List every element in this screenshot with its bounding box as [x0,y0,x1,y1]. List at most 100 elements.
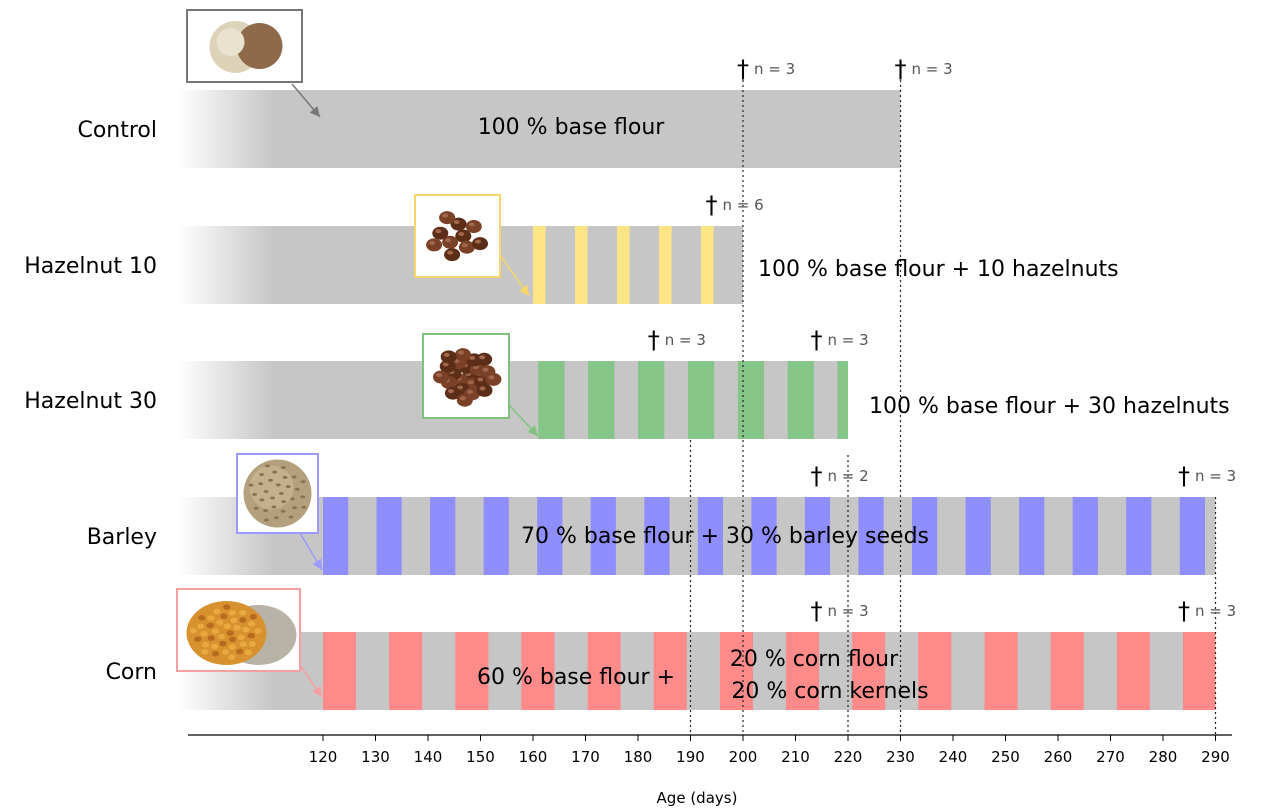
corn-kernel [207,635,215,641]
barley-grain [281,500,287,504]
row-hazelnut-30 [178,361,848,439]
corn-kernel [189,627,197,634]
hazelnut-shine [458,350,464,355]
barley-grain [280,509,286,513]
diet-stripe [701,226,714,304]
arrow-head [312,558,322,570]
barley-grain [273,516,279,520]
bar-fade [178,361,273,439]
x-tick-label: 250 [991,748,1020,766]
corn-kernel [197,623,205,630]
barley-grain [263,490,269,493]
row-label: Barley [87,525,157,550]
barley-grain [248,483,254,487]
barley-grain [258,482,264,486]
corn-kernel [213,608,221,615]
death-marker: † n = 3 [1178,462,1236,490]
x-tick-label: 210 [781,748,810,766]
dagger-icon: † [811,597,823,625]
hazelnut-shine [469,355,476,360]
diet-stripe [644,497,670,575]
row-label: Hazelnut 10 [24,254,157,279]
row-barley [178,497,1216,575]
x-tick-label: 160 [519,748,548,766]
barley-highlight [249,465,294,510]
corn-kernel [211,643,219,650]
corn-kernel [219,640,227,647]
hazelnut-shine [458,232,465,236]
bar-description: 100 % base flour + 30 hazelnuts [869,394,1230,419]
hazelnuts-30-photo [422,333,539,437]
death-count: n = 3 [828,602,869,620]
barley-grain [290,497,295,501]
x-tick-label: 240 [939,748,968,766]
diet-stripe [588,361,615,439]
x-tick-label: 120 [309,748,338,766]
diet-stripe [521,632,555,710]
corn-kernel [236,648,244,655]
hazelnut-shine [467,380,474,385]
diet-stripe [323,497,349,575]
diet-stripe [1126,497,1152,575]
corn-kernel [200,630,208,637]
death-marker: † n = 3 [811,597,869,625]
flour-highlight [216,28,245,56]
barley-grain [259,498,265,502]
diet-stripe [837,361,848,439]
diet-stripe [751,497,777,575]
corn-kernel [206,622,214,629]
corn-kernel [248,620,256,627]
diet-stripe [389,632,423,710]
arrow-head [309,106,320,117]
death-marker: † n = 2 [811,462,869,490]
hazelnut [456,393,473,407]
x-tick-label: 200 [729,748,758,766]
base-flour-photo [186,9,321,118]
diet-stripe [1116,632,1150,710]
corn-kernel [194,636,202,642]
corn-kernel [212,651,220,657]
corn-kernel [220,613,228,619]
barley-grain [294,487,300,491]
hazelnut [455,348,471,362]
barley-grain [265,464,271,468]
corn-kernel [249,613,257,620]
hazelnut-shine [488,375,495,380]
diet-stripe [1072,497,1098,575]
bar-description: 20 % corn kernels [731,679,928,704]
barley-grain [300,480,306,484]
hazelnut [476,352,493,366]
x-axis-title: Age (days) [657,789,738,807]
death-count: n = 3 [754,60,795,78]
death-count: n = 3 [912,60,953,78]
hazelnut-shine [479,355,486,360]
row-label: Hazelnut 30 [24,389,157,414]
dagger-icon: † [895,55,907,83]
x-tick-label: 230 [886,748,915,766]
x-tick-label: 180 [624,748,653,766]
diet-stripe [737,361,765,439]
barley-grain [272,470,278,474]
x-tick-label: 220 [834,748,863,766]
dagger-icon: † [1178,462,1190,490]
death-count: n = 3 [1195,602,1236,620]
diet-stripe [659,226,672,304]
barley-grain [278,492,284,495]
barley-grain [253,506,259,510]
hazelnut-shine [459,396,466,401]
barley-grain [301,505,307,509]
row-control [178,90,901,168]
corn-kernel [230,617,238,624]
arrow-head [312,685,322,697]
hazelnut [472,237,488,251]
hazelnut [465,220,482,233]
corn-kernel [247,632,255,639]
hazelnut [485,372,502,386]
corn-kernel [226,630,234,636]
hazelnut-shine [442,213,449,218]
diet-bar [272,497,1216,575]
row-hazelnut-10 [178,226,743,304]
corn-kernel [198,615,206,621]
diet-stripe [638,361,665,439]
hazelnut-shine [467,389,474,394]
